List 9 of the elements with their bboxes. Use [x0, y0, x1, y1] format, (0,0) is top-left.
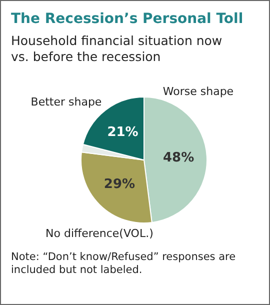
- data-label: 29%: [104, 177, 136, 192]
- slice-label: Better shape: [30, 95, 102, 108]
- chart-title: The Recession’s Personal Toll: [11, 11, 244, 27]
- chart-subtitle: Household financial situation now vs. before the recession: [11, 33, 224, 65]
- text: Note: “Don’t know/Refused” responses are included but not labeled.: [11, 251, 237, 277]
- slice-label: No difference(VOL.): [46, 227, 154, 240]
- data-label: 21%: [107, 125, 138, 140]
- data-label: 48%: [163, 150, 194, 166]
- slice-label: Worse shape: [162, 85, 234, 98]
